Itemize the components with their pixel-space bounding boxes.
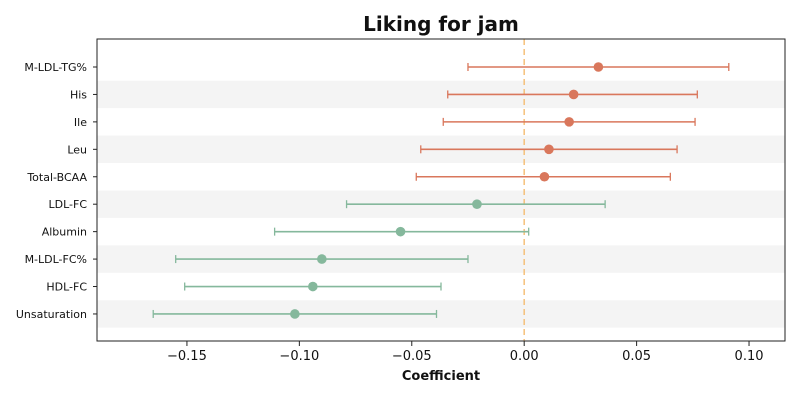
y-tick-label: M-LDL-FC% <box>25 253 87 266</box>
y-tick-labels: M-LDL-TG% His Ile Leu Total-BCAA LDL-FC Albumi… <box>16 61 97 321</box>
estimate-point <box>290 309 300 319</box>
x-tick-label: 0.00 <box>510 349 539 364</box>
plot-frame <box>96 38 786 342</box>
x-ticks: −0.15 −0.10 −0.05 0.00 0.05 0.10 <box>167 341 764 364</box>
data-points <box>290 62 604 319</box>
x-axis-title: Coefficient <box>402 369 480 384</box>
x-tick-label: −0.05 <box>392 349 432 364</box>
y-tick-label: His <box>70 88 87 101</box>
y-tick-label: HDL-FC <box>46 281 87 294</box>
estimate-point <box>544 144 554 155</box>
estimate-point <box>472 199 482 209</box>
y-tick-label: LDL-FC <box>48 198 87 211</box>
x-tick-label: 0.10 <box>735 349 764 364</box>
y-tick-label: Unsaturation <box>16 308 87 321</box>
y-tick-label: Albumin <box>42 226 87 239</box>
estimate-point <box>568 89 579 100</box>
y-tick-label: Ile <box>74 116 87 129</box>
estimate-point <box>539 171 550 182</box>
x-tick-label: −0.10 <box>279 349 319 364</box>
x-tick-label: −0.15 <box>167 349 207 364</box>
y-tick-label: M-LDL-TG% <box>24 61 87 74</box>
y-tick-label: Leu <box>67 143 87 156</box>
x-tick-label: 0.05 <box>622 349 651 364</box>
chart-title: Liking for jam <box>363 12 519 36</box>
estimate-point <box>308 281 318 292</box>
estimate-point <box>317 254 327 264</box>
estimate-point <box>395 226 406 237</box>
estimate-point <box>564 117 574 127</box>
y-tick-label: Total-BCAA <box>26 171 87 184</box>
estimate-point <box>593 62 604 72</box>
